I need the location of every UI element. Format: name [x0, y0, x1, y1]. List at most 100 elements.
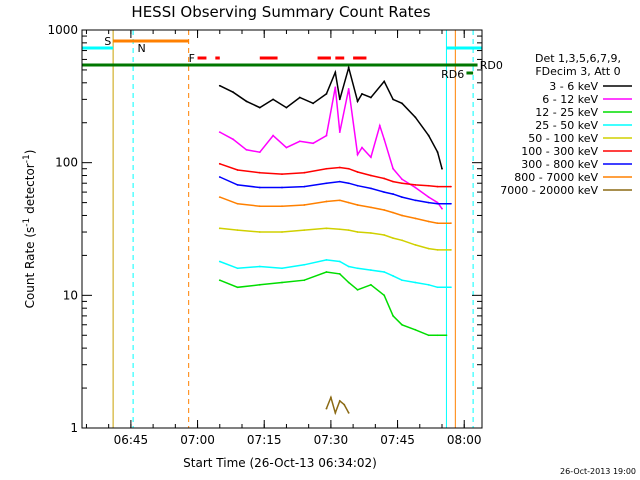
series-point	[392, 211, 395, 214]
series-point	[369, 174, 372, 177]
series-point	[334, 411, 337, 414]
series-point	[258, 186, 261, 189]
axes: 1 10 100 1000 06:45 07:00 07:15 07:30 07:45 08:00	[47, 23, 482, 447]
series-point	[369, 156, 372, 159]
series-point	[427, 334, 430, 337]
series-point	[401, 323, 403, 326]
series-point	[401, 279, 403, 282]
legend-item-label: 800 - 7000 keV	[514, 171, 598, 184]
series-point	[383, 294, 386, 297]
x-tick-label: 08:00	[447, 433, 482, 447]
series-point	[218, 176, 221, 178]
legend: Det 1,3,5,6,7,9,FDecim 3, Att 0 3 - 6 keV…	[500, 52, 632, 197]
x-axis-label: Start Time (26-Oct-13 06:34:02)	[183, 456, 377, 470]
y-tick-label: 100	[55, 156, 78, 170]
series-point	[449, 185, 452, 188]
series-point	[356, 288, 359, 291]
series-point	[338, 166, 341, 169]
series-point	[334, 71, 337, 74]
flag-label-rd0: RD0	[480, 59, 503, 72]
series-point	[303, 279, 306, 282]
series-point	[218, 162, 221, 165]
series-point	[218, 196, 221, 199]
series-point	[436, 249, 439, 251]
series-point	[258, 265, 261, 268]
plot-content: S N F RD0 RD6	[82, 30, 503, 428]
series-point	[258, 106, 261, 109]
series-point	[383, 234, 386, 236]
series-point	[325, 200, 328, 203]
series-point	[281, 267, 283, 270]
series-point	[272, 134, 275, 137]
series-point	[245, 100, 248, 103]
series-point	[369, 232, 372, 234]
series-point	[414, 328, 417, 331]
series-point	[347, 265, 350, 268]
series-point	[338, 180, 341, 183]
series-point	[414, 281, 417, 284]
series-line-4	[219, 227, 451, 251]
x-tick-label: 07:00	[180, 433, 215, 447]
series-line-8	[325, 395, 350, 416]
series-point	[281, 231, 283, 233]
series-point	[392, 98, 395, 101]
series-point	[258, 205, 261, 208]
series-point	[303, 263, 306, 266]
plot-frame	[81, 29, 483, 429]
series-point	[312, 142, 315, 145]
series-point	[347, 201, 350, 204]
y-tick-label: 10	[63, 288, 78, 302]
series-point	[356, 171, 359, 173]
legend-item-label: 6 - 12 keV	[542, 93, 598, 106]
series-point	[392, 237, 395, 240]
x-tick-label: 07:30	[314, 433, 349, 447]
series-point	[369, 283, 372, 286]
series-point	[218, 84, 221, 87]
series-point	[356, 184, 359, 187]
series-point	[303, 171, 306, 174]
series-point	[383, 209, 386, 211]
series-point	[347, 87, 350, 90]
y-axis-label: Count Rate (s-1 detector-1)	[22, 150, 37, 309]
series-point	[369, 269, 372, 271]
series-point	[325, 271, 328, 273]
series-point	[427, 283, 430, 286]
legend-item-label: 3 - 6 keV	[549, 80, 598, 93]
series-point	[312, 102, 315, 105]
series-point	[401, 102, 403, 105]
series-point	[281, 186, 283, 189]
series-point	[383, 191, 386, 193]
series-point	[436, 202, 439, 205]
series-point	[285, 106, 288, 109]
series-point	[325, 92, 328, 95]
series-point	[449, 286, 452, 289]
series-point	[356, 231, 359, 233]
legend-item-label: 25 - 50 keV	[535, 119, 598, 132]
series-point	[325, 182, 328, 185]
series-point	[378, 124, 381, 127]
series-point	[232, 91, 235, 94]
legend-item-label: 7000 - 20000 keV	[500, 184, 598, 197]
series-point	[236, 286, 239, 289]
y-tick-label: 1000	[47, 23, 78, 37]
flag-label-rd6: RD6	[441, 68, 464, 81]
series-point	[325, 407, 328, 410]
series-point	[218, 279, 221, 282]
series-point	[218, 131, 221, 133]
series-point	[427, 184, 430, 187]
series-point	[414, 243, 417, 246]
series-point	[338, 400, 341, 402]
y-axis-label-main: Count Rate (s	[23, 227, 37, 309]
series-point	[427, 201, 430, 204]
series-point	[325, 167, 328, 170]
series-point	[436, 185, 439, 188]
series-point	[414, 217, 417, 220]
series-point	[356, 204, 359, 206]
series-point	[392, 193, 395, 195]
series-point	[329, 396, 332, 399]
series-point	[392, 167, 395, 170]
series-point	[427, 247, 430, 250]
series-point	[436, 151, 439, 154]
legend-item-label: 300 - 800 keV	[521, 158, 598, 171]
